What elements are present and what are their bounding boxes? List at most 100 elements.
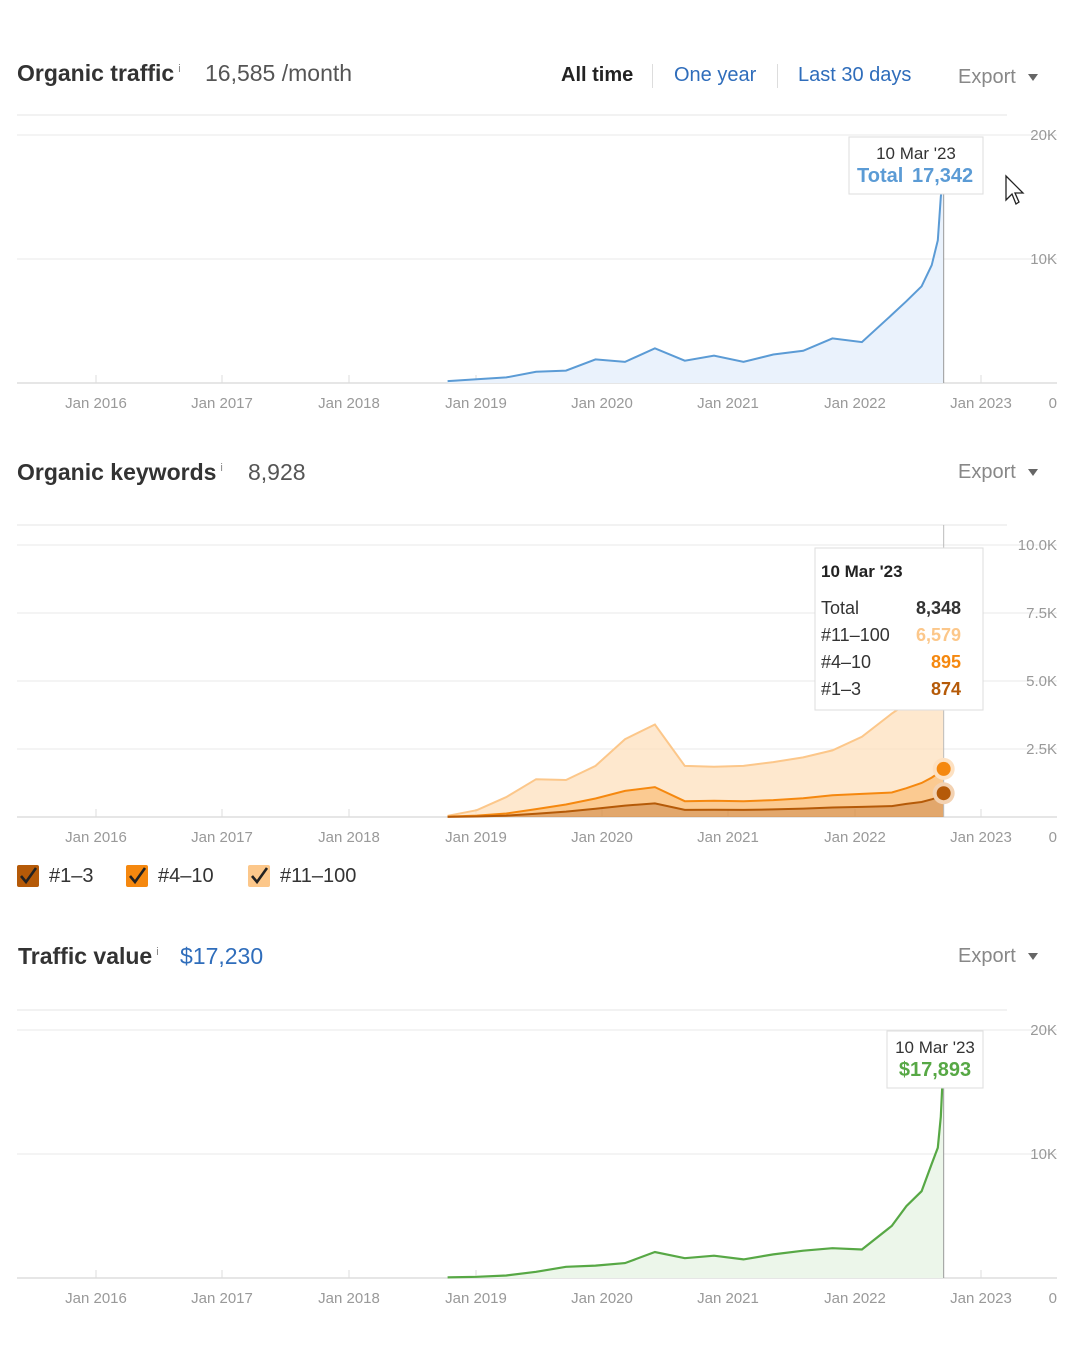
value-title: Traffic value i xyxy=(18,943,159,970)
x-tick-label: Jan 2019 xyxy=(445,829,507,846)
value-info-icon[interactable]: i xyxy=(156,946,159,959)
tooltip-date: 10 Mar '23 xyxy=(895,1038,975,1057)
range-separator xyxy=(652,64,653,88)
checkbox-11-100[interactable] xyxy=(248,865,270,887)
x-tick-label: Jan 2023 xyxy=(950,829,1012,846)
series-11-100-area xyxy=(447,589,944,817)
x-tick-label: Jan 2019 xyxy=(445,1290,507,1307)
checkbox-1-3[interactable] xyxy=(17,865,39,887)
keywords-chart[interactable]: 10.0K 7.5K 5.0K 2.5K 0 Jan 2016 Jan 2017 Jan 20… xyxy=(0,510,1080,855)
tooltip-value: $17,893 xyxy=(899,1059,971,1081)
checkmark-icon xyxy=(129,867,147,885)
tooltip-row-value: 8,348 xyxy=(916,598,961,618)
tooltip-box xyxy=(848,136,984,195)
y-tick-label: 10.0K xyxy=(1018,537,1057,554)
tooltip-label: Total xyxy=(857,165,903,187)
value-metric: $17,230 xyxy=(180,943,264,969)
keywords-info-icon[interactable]: i xyxy=(220,462,223,475)
checkmark-icon xyxy=(251,867,269,885)
y-tick-label: 0 xyxy=(1049,395,1057,412)
traffic-info-icon[interactable]: i xyxy=(178,63,181,76)
x-tick-label: Jan 2021 xyxy=(697,395,759,412)
x-tick-label: Jan 2018 xyxy=(318,1290,380,1307)
value-series-line xyxy=(447,1056,945,1279)
x-tick-label: Jan 2019 xyxy=(445,395,507,412)
x-tick-label: Jan 2016 xyxy=(65,1290,127,1307)
x-tick-label: Jan 2017 xyxy=(191,395,253,412)
x-tick-label: Jan 2021 xyxy=(697,1290,759,1307)
keywords-header: Organic keywords i 8,928 Export xyxy=(0,457,1080,497)
range-separator xyxy=(777,64,778,88)
keywords-export-label: Export xyxy=(958,461,1016,483)
y-tick-label: 5.0K xyxy=(1026,673,1057,690)
traffic-metric: 16,585 /month xyxy=(205,60,353,86)
traffic-tooltip: 10 Mar '23 Total 17,342 xyxy=(848,136,984,195)
value-header: Traffic value i $17,230 Export xyxy=(0,941,1080,981)
tooltip-row-value: 895 xyxy=(931,652,961,672)
series-4-10-line xyxy=(447,768,945,818)
keywords-export-button[interactable]: Export xyxy=(958,461,1038,484)
tooltip-row-label: #1–3 xyxy=(821,679,861,699)
range-last-30-days[interactable]: Last 30 days xyxy=(798,64,912,86)
chevron-down-icon xyxy=(1027,469,1038,477)
x-tick-label: Jan 2023 xyxy=(950,1290,1012,1307)
x-tick-label: Jan 2017 xyxy=(191,829,253,846)
traffic-header: Organic traffic i 16,585 /month All time … xyxy=(0,58,1080,98)
tooltip-row-label: #11–100 xyxy=(821,625,890,645)
x-tick-label: Jan 2020 xyxy=(571,829,633,846)
tooltip-row-value: 874 xyxy=(931,679,961,699)
hover-point xyxy=(936,786,951,801)
hover-point xyxy=(936,761,951,776)
legend-label-4-10: #4–10 xyxy=(158,865,214,887)
range-all-time[interactable]: All time xyxy=(561,64,634,86)
range-one-year[interactable]: One year xyxy=(674,64,757,86)
series-1-3-area xyxy=(447,793,944,817)
checkmark-icon xyxy=(20,867,38,885)
tooltip-box xyxy=(814,547,984,711)
value-export-label: Export xyxy=(958,945,1016,967)
value-title-text: Traffic value xyxy=(18,943,153,969)
traffic-title-text: Organic traffic xyxy=(17,60,175,86)
value-export-button[interactable]: Export xyxy=(958,945,1038,968)
mouse-cursor-icon xyxy=(1005,174,1025,205)
x-tick-label: Jan 2022 xyxy=(824,829,886,846)
value-area xyxy=(447,1056,944,1278)
tooltip-row-value: 6,579 xyxy=(916,625,961,645)
checkbox-4-10[interactable] xyxy=(126,865,148,887)
tooltip-date: 10 Mar '23 xyxy=(876,144,956,163)
tooltip-row-label: #4–10 xyxy=(821,652,871,672)
traffic-area xyxy=(447,168,944,383)
chevron-down-icon xyxy=(1027,74,1038,82)
y-tick-label: 0 xyxy=(1049,1290,1057,1307)
traffic-export-label: Export xyxy=(958,66,1016,88)
x-tick-label: Jan 2018 xyxy=(318,829,380,846)
x-tick-label: Jan 2017 xyxy=(191,1290,253,1307)
value-tooltip: 10 Mar '23 $17,893 xyxy=(886,1030,984,1089)
y-tick-label: 10K xyxy=(1030,1146,1057,1163)
keywords-title: Organic keywords i xyxy=(17,459,223,486)
x-tick-label: Jan 2016 xyxy=(65,395,127,412)
legend-label-11-100: #11–100 xyxy=(280,865,357,887)
series-1-3-line xyxy=(447,792,945,818)
traffic-title: Organic traffic i xyxy=(17,60,181,87)
traffic-chart[interactable]: 20K 10K 0 Jan 2016 Jan 2017 Jan 2018 Jan 2019 J… xyxy=(0,100,1080,420)
keywords-metric: 8,928 xyxy=(248,459,306,485)
tooltip-box xyxy=(886,1030,984,1089)
y-tick-label: 7.5K xyxy=(1026,605,1057,622)
x-tick-label: Jan 2022 xyxy=(824,395,886,412)
series-4-10-area xyxy=(447,768,944,817)
y-tick-label: 10K xyxy=(1030,251,1057,268)
traffic-export-button[interactable]: Export xyxy=(958,66,1038,89)
x-tick-label: Jan 2023 xyxy=(950,395,1012,412)
x-tick-label: Jan 2020 xyxy=(571,1290,633,1307)
value-chart[interactable]: 20K 10K 0 Jan 2016 Jan 2017 Jan 2018 Jan 2019 J… xyxy=(0,995,1080,1315)
x-tick-label: Jan 2020 xyxy=(571,395,633,412)
y-tick-label: 2.5K xyxy=(1026,741,1057,758)
keywords-title-text: Organic keywords xyxy=(17,459,217,485)
legend-label-1-3: #1–3 xyxy=(49,865,94,887)
x-tick-label: Jan 2018 xyxy=(318,395,380,412)
y-tick-label: 20K xyxy=(1030,1022,1057,1039)
keywords-tooltip: 10 Mar '23 Total 8,348 #11–100 6,579 #4–10 895… xyxy=(814,547,984,711)
tooltip-row-label: Total xyxy=(821,598,859,618)
x-tick-label: Jan 2016 xyxy=(65,829,127,846)
